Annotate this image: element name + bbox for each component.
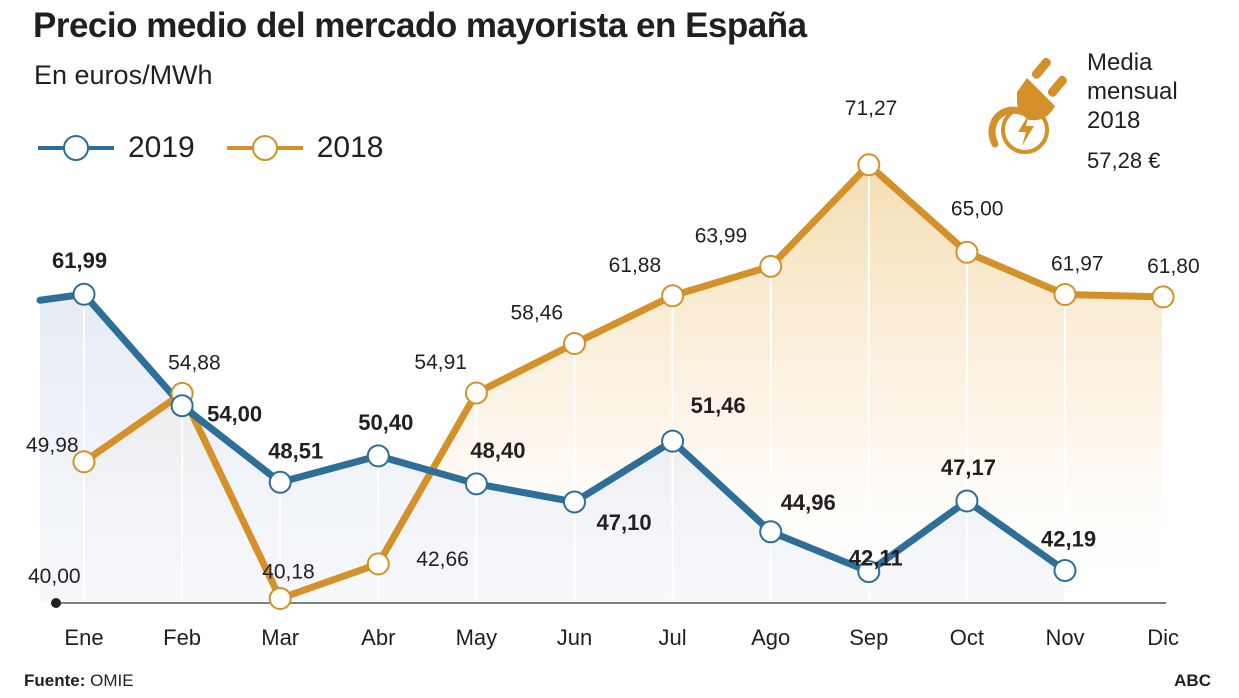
baseline-origin-dot — [51, 598, 61, 608]
area-fill-2019 — [40, 294, 1065, 601]
data-label-2019: 42,11 — [849, 546, 903, 571]
x-tick-label: Nov — [1045, 625, 1084, 650]
series-lines — [36, 161, 1167, 602]
legend-label-2019: 2019 — [128, 131, 195, 164]
data-point-2019 — [661, 429, 685, 453]
data-point-2018 — [955, 240, 979, 264]
source-note: Fuente: OMIE — [24, 671, 134, 691]
data-label-2019: 42,19 — [1041, 526, 1096, 551]
data-point-2019 — [955, 489, 979, 513]
data-label-2019: 44,96 — [781, 490, 836, 515]
x-tick-label: Mar — [261, 625, 299, 650]
data-point-2018 — [72, 450, 96, 474]
data-point-2018 — [1053, 283, 1077, 307]
data-labels: 49,98 54,88 40,18 42,66 54,91 58,46 61,88 63,99… — [26, 97, 1200, 584]
data-label-2018: 40,18 — [262, 560, 315, 583]
data-label-2019: 48,40 — [470, 438, 525, 463]
data-point-2019 — [857, 560, 881, 584]
legend-marker-2019 — [38, 135, 114, 161]
data-label-2018: 65,00 — [951, 197, 1004, 220]
data-label-2018: 49,98 — [26, 434, 79, 457]
data-label-2018: 61,80 — [1147, 255, 1200, 278]
data-label-2019: 50,40 — [358, 410, 413, 435]
data-label-2018: 42,66 — [416, 548, 469, 571]
x-tick-label: Jun — [557, 625, 592, 650]
source-value: OMIE — [90, 671, 134, 690]
data-point-2018 — [759, 254, 783, 278]
series-line-2018 — [80, 161, 1167, 602]
data-label-2018: 61,97 — [1051, 253, 1104, 276]
data-point-2019 — [366, 444, 390, 468]
x-tick-label: Dic — [1147, 625, 1179, 650]
data-point-2019 — [563, 490, 586, 514]
data-label-2019: 54,00 — [207, 402, 262, 427]
data-label-2019: 61,99 — [52, 248, 107, 273]
data-label-2019: 47,17 — [941, 455, 996, 480]
data-point-2019 — [759, 520, 783, 544]
data-point-2019 — [268, 470, 292, 494]
average-label-line2: mensual — [1087, 78, 1178, 105]
x-tick-label: Sep — [849, 625, 888, 650]
baseline-value-label: 40,00 — [28, 565, 81, 588]
data-point-2018 — [563, 331, 586, 355]
data-point-2019 — [72, 282, 96, 306]
x-tick-label: Jul — [659, 625, 687, 650]
data-point-2019 — [464, 472, 488, 496]
x-tick-label: Abr — [361, 625, 395, 650]
data-point-2018 — [268, 586, 292, 610]
data-point-2019 — [170, 394, 194, 418]
data-label-2018: 71,27 — [845, 97, 898, 120]
data-label-2018: 54,88 — [168, 351, 221, 374]
chart-title: Precio medio del mercado mayorista en Es… — [33, 6, 807, 45]
data-point-2019 — [1053, 558, 1077, 582]
brand-logo: ABC — [1174, 671, 1211, 690]
legend-item-2018: 2018 — [226, 131, 384, 165]
legend-marker-2018 — [226, 135, 303, 161]
series-points — [72, 153, 1175, 610]
legend-item-2019: 2019 — [38, 131, 195, 165]
data-label-2018: 58,46 — [511, 301, 564, 324]
data-point-2018 — [464, 381, 488, 405]
electric-plug-icon — [988, 57, 1067, 154]
data-label-2018: 61,88 — [609, 254, 662, 277]
average-label-line1: Media — [1087, 49, 1153, 76]
legend-label-2018: 2018 — [316, 131, 384, 164]
data-label-2018: 54,91 — [414, 351, 467, 374]
average-value: 57,28 € — [1087, 148, 1161, 173]
area-fills — [40, 164, 1164, 601]
x-tick-label: Ene — [64, 625, 103, 650]
data-label-2019: 47,10 — [597, 510, 652, 535]
x-tick-label: Ago — [751, 625, 790, 650]
chart-subtitle: En euros/MWh — [34, 60, 213, 90]
average-label: Media mensual 2018 — [1087, 48, 1178, 135]
data-label-2019: 48,51 — [268, 438, 323, 463]
monthly-average-box: Media mensual 2018 57,28 € — [985, 48, 1225, 188]
series-line-2019 — [36, 290, 1069, 576]
data-label-2018: 63,99 — [695, 224, 748, 247]
source-label: Fuente: — [24, 671, 86, 690]
legend: 2019 2018 — [38, 128, 416, 168]
x-tick-label: Feb — [163, 625, 201, 650]
x-axis-ticks: Ene Feb Mar Abr May Jun Jul Ago Sep Oct Nov Dic — [64, 625, 1179, 650]
x-tick-label: Oct — [950, 625, 984, 650]
data-point-2018 — [366, 552, 390, 576]
data-point-2018 — [661, 284, 685, 308]
data-point-2018 — [857, 153, 881, 177]
data-label-2019: 51,46 — [691, 393, 746, 418]
data-point-2018 — [1151, 285, 1175, 309]
average-label-line3: 2018 — [1087, 107, 1141, 134]
x-tick-label: May — [456, 625, 498, 650]
area-fill-2018 — [84, 164, 1164, 601]
